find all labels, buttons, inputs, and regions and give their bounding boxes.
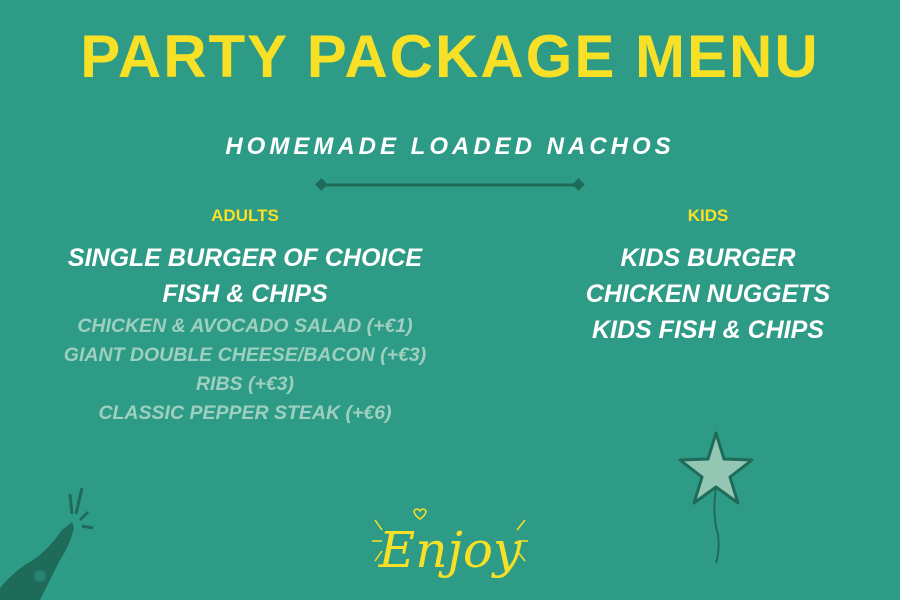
kids-label: KIDS <box>687 206 729 225</box>
divider <box>315 178 585 191</box>
menu-item: FISH & CHIPS <box>162 280 328 308</box>
enjoy-lettering: Enjoy <box>372 508 528 579</box>
upgrade-item: GIANT DOUBLE CHEESE/BACON (+€3) <box>63 344 427 366</box>
menu-item: KIDS FISH & CHIPS <box>592 316 824 344</box>
adults-column: ADULTS SINGLE BURGER OF CHOICE FISH & CH… <box>20 206 470 428</box>
upgrade-item: CHICKEN & AVOCADO SALAD (+€1) <box>77 315 413 337</box>
menu-item: KIDS BURGER <box>620 244 796 272</box>
menu-item: CHICKEN NUGGETS <box>585 280 831 308</box>
champagne-bottle-icon <box>0 487 94 600</box>
subtitle: HOMEMADE LOADED NACHOS <box>225 133 675 160</box>
kids-column: KIDS KIDS BURGER CHICKEN NUGGETS KIDS FI… <box>483 206 900 348</box>
heart-icon <box>413 508 427 520</box>
adults-label: ADULTS <box>211 206 279 225</box>
page-title: PARTY PACKAGE MENU <box>80 23 820 90</box>
upgrade-item: RIBS (+€3) <box>195 373 295 395</box>
enjoy-text: Enjoy <box>378 521 522 579</box>
upgrade-item: CLASSIC PEPPER STEAK (+€6) <box>98 402 392 424</box>
menu-item: SINGLE BURGER OF CHOICE <box>67 244 423 272</box>
star-balloon-icon <box>678 431 754 564</box>
